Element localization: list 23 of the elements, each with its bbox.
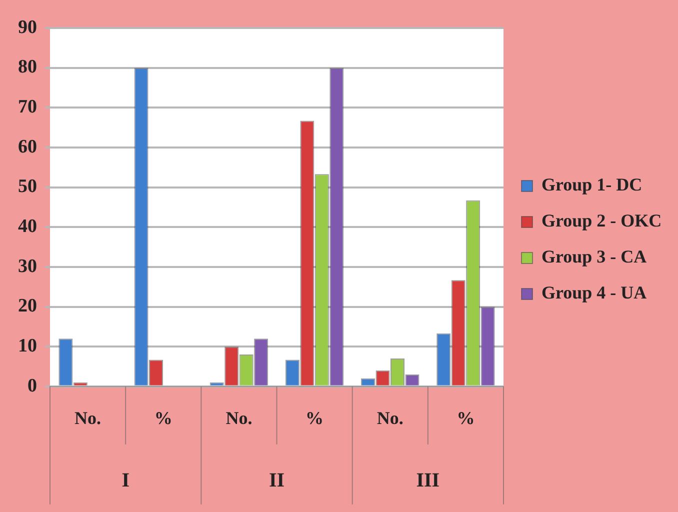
legend-label: Group 1- DC <box>542 174 642 195</box>
y-tick-label: 80 <box>18 56 37 78</box>
y-tick-label: 20 <box>18 296 37 317</box>
y-tick-label: 70 <box>18 96 37 118</box>
x-tick-label: % <box>154 408 172 428</box>
y-tick-label: 90 <box>18 16 37 38</box>
legend-label: Group 2 - OKC <box>542 210 662 231</box>
x-tick-label: No. <box>226 408 252 428</box>
y-tick-label: 60 <box>18 136 37 158</box>
text: III <box>416 470 440 492</box>
y-tick-label: 0 <box>28 375 37 396</box>
y-tick-label: 50 <box>18 176 37 198</box>
x-tick-label: No. <box>74 408 102 428</box>
y-tick-label: 30 <box>18 256 37 277</box>
text: II <box>268 470 285 492</box>
legend-label: Group 4 - UA <box>542 282 647 303</box>
text: I <box>122 470 130 492</box>
x-tick-label: % <box>456 408 475 428</box>
x-tick-label: % <box>306 408 324 428</box>
y-tick-label: 40 <box>18 216 37 238</box>
legend-label: Group 3 - CA <box>542 246 647 267</box>
y-tick-label: 10 <box>18 335 37 356</box>
x-tick-label: No. <box>376 408 404 428</box>
